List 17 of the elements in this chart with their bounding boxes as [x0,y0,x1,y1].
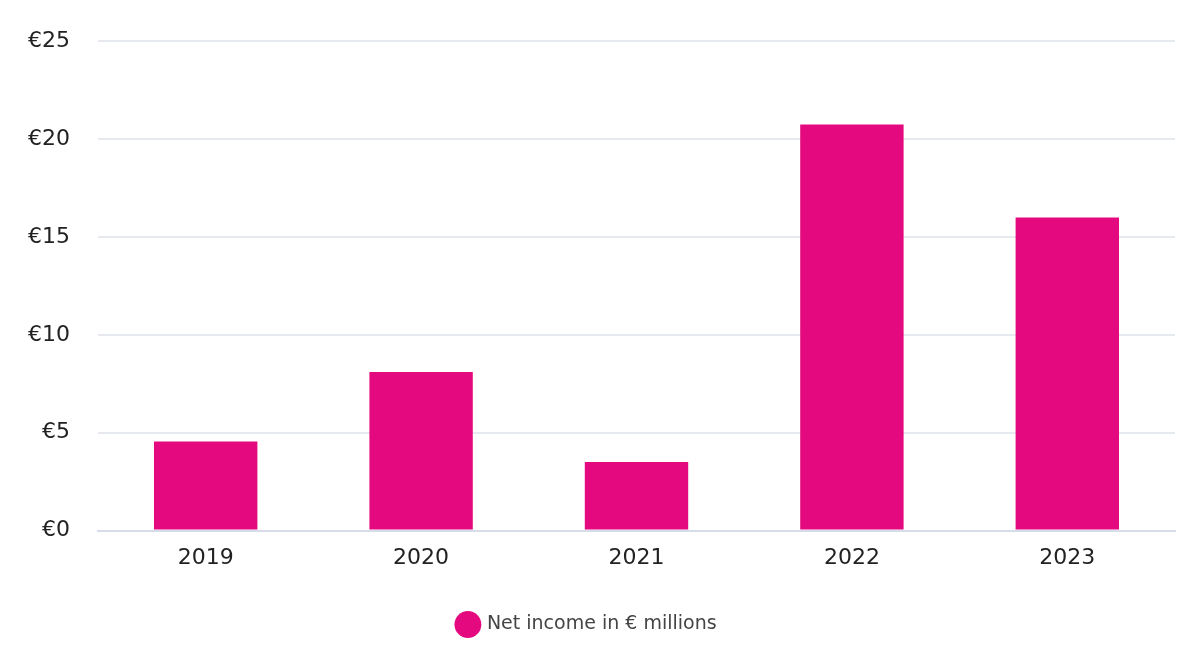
legend-label: Net income in € millions [486,611,717,634]
bar [584,462,689,530]
bar [800,124,904,530]
y-tick-label: €20 [27,124,70,150]
bar [369,372,473,530]
x-tick-label: 2021 [608,543,665,569]
y-tick-label: €5 [41,418,70,444]
y-tick-label: €10 [27,320,70,346]
y-tick-label: €25 [27,26,70,52]
bar [1015,217,1119,530]
y-tick-label: €0 [41,516,70,542]
bar [154,441,258,530]
y-tick-label: €15 [27,222,70,248]
x-tick-label: 2022 [823,543,880,569]
x-tick-label: 2020 [393,543,450,569]
x-tick-label: 2019 [177,543,234,569]
x-tick-label: 2023 [1039,543,1096,569]
